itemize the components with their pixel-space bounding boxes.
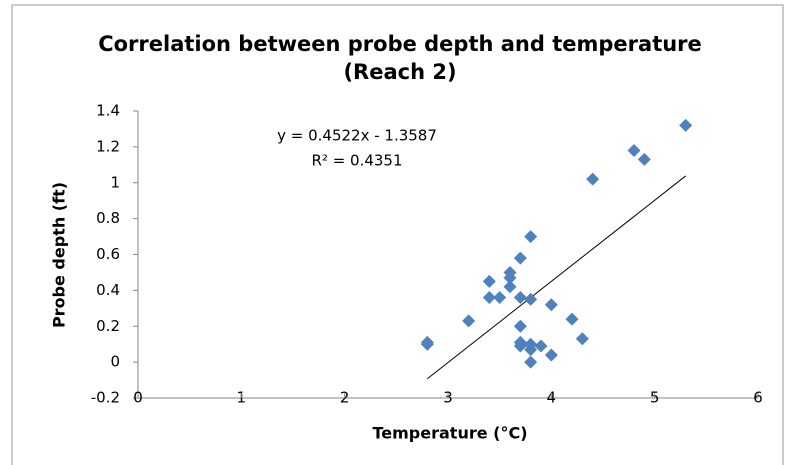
point	[493, 291, 507, 305]
point	[544, 348, 558, 362]
trendline	[427, 175, 686, 380]
trendline-r-squared: R² = 0.4351	[311, 152, 402, 170]
point	[482, 291, 496, 305]
point	[524, 292, 538, 306]
y-tick-label: 0.8	[96, 209, 120, 227]
point	[513, 251, 527, 265]
point	[503, 271, 517, 285]
point	[462, 314, 476, 328]
point	[586, 172, 600, 186]
chart-subtitle: (Reach 2)	[343, 60, 456, 84]
chart-border	[11, 4, 784, 465]
point	[534, 339, 548, 353]
y-tick-label: 1	[110, 173, 120, 191]
y-axis-title: Probe depth (ft)	[50, 182, 69, 328]
y-tick-label: 0.4	[96, 281, 120, 299]
point	[524, 343, 538, 357]
point	[544, 298, 558, 312]
point	[524, 355, 538, 369]
trendline-equation: y = 0.4522x - 1.3587	[277, 127, 437, 145]
chart-title: Correlation between probe depth and temp…	[98, 32, 702, 56]
point	[637, 152, 651, 166]
point	[524, 230, 538, 244]
point	[482, 274, 496, 288]
point	[513, 319, 527, 333]
y-tick-label: 0.2	[96, 317, 120, 335]
point	[420, 337, 434, 351]
point	[513, 339, 527, 353]
point	[679, 118, 693, 132]
y-tick-label: 1.2	[96, 137, 120, 155]
point	[575, 332, 589, 346]
point	[627, 143, 641, 157]
point	[513, 291, 527, 305]
y-tick-label: 0	[110, 353, 120, 371]
y-tick-label: -0.2	[91, 389, 120, 407]
point	[503, 280, 517, 294]
x-axis-title: Temperature (°C)	[372, 424, 527, 443]
y-tick-label: 0.6	[96, 245, 120, 263]
y-tick-label: 1.4	[96, 102, 120, 120]
point	[565, 312, 579, 326]
